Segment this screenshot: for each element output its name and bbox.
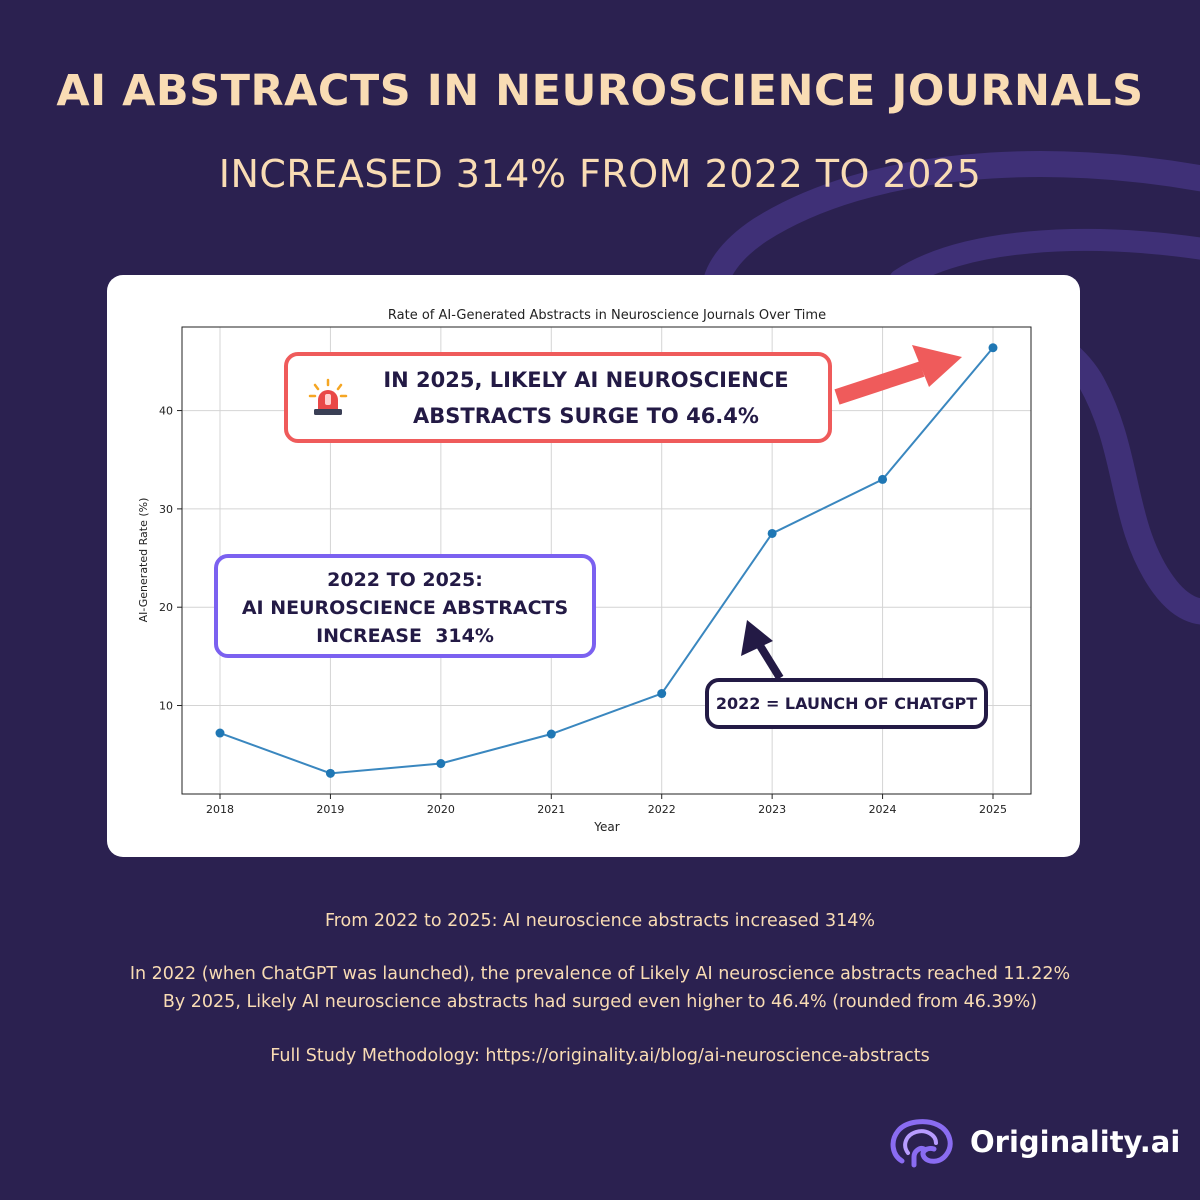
data-point (215, 728, 225, 738)
data-point (988, 343, 998, 353)
surge-callout: IN 2025, LIKELY AI NEUROSCIENCE ABSTRACT… (284, 352, 832, 443)
arrow-to-2022-icon (741, 620, 784, 681)
arrow-to-2025-icon (834, 345, 962, 405)
y-tick-label: 10 (159, 700, 173, 713)
x-tick-label: 2018 (206, 803, 234, 816)
data-point (325, 768, 335, 778)
x-tick-label: 2020 (427, 803, 455, 816)
increase-callout-line-2: AI NEUROSCIENCE ABSTRACTS (241, 597, 569, 619)
footer-2022-note: In 2022 (when ChatGPT was launched), the… (129, 964, 1071, 984)
surge-callout-line-1: IN 2025, LIKELY AI NEUROSCIENCE (383, 368, 789, 392)
chatgpt-callout: 2022 = LAUNCH OF CHATGPT (705, 678, 988, 729)
plot-frame (181, 326, 1032, 795)
x-tick-label: 2024 (869, 803, 897, 816)
x-tick-label: 2023 (758, 803, 786, 816)
x-tick-label: 2025 (979, 803, 1007, 816)
footer-2025-note: By 2025, Likely AI neuroscience abstract… (162, 992, 1038, 1012)
x-tick-label: 2022 (648, 803, 676, 816)
x-tick-label: 2021 (537, 803, 565, 816)
surge-callout-line-2: ABSTRACTS SURGE TO 46.4% (413, 404, 759, 428)
page-title: AI ABSTRACTS IN NEUROSCIENCE JOURNALS (56, 66, 1144, 116)
brand-logo[interactable]: Originality.ai (888, 1115, 1181, 1175)
brand-name: Originality.ai (970, 1125, 1181, 1159)
page-subtitle: INCREASED 314% FROM 2022 TO 2025 (218, 152, 982, 196)
data-point (546, 729, 556, 739)
y-tick-label: 30 (159, 503, 173, 516)
y-tick-label: 40 (159, 405, 173, 418)
axis-ticks: 2018 2019 2020 2021 2022 2023 2024 2025 10 20 30 40 (159, 405, 1007, 816)
data-point (436, 759, 446, 769)
y-axis-label: AI-Generated Rate (%) (137, 498, 150, 623)
series-line (219, 347, 994, 775)
increase-callout-line-1: 2022 TO 2025: (327, 569, 483, 591)
data-point (657, 689, 667, 699)
increase-callout: 2022 TO 2025: AI NEUROSCIENCE ABSTRACTS … (214, 554, 596, 658)
chatgpt-callout-text: 2022 = LAUNCH OF CHATGPT (715, 694, 978, 713)
chart-title: Rate of AI-Generated Abstracts in Neuros… (388, 308, 826, 323)
data-points (215, 343, 998, 778)
chart-card: Rate of AI-Generated Abstracts in Neuros… (107, 275, 1080, 857)
x-axis-label: Year (593, 820, 619, 834)
data-point (767, 528, 777, 538)
alarm-siren-icon (308, 378, 348, 415)
x-tick-label: 2019 (316, 803, 344, 816)
footer-summary: From 2022 to 2025: AI neuroscience abstr… (324, 911, 876, 931)
methodology-link[interactable]: Full Study Methodology: https://original… (270, 1046, 930, 1066)
increase-callout-line-3: INCREASE 314% (316, 625, 494, 647)
y-tick-label: 20 (159, 601, 173, 614)
brain-icon (890, 1119, 953, 1168)
data-point (878, 474, 888, 484)
